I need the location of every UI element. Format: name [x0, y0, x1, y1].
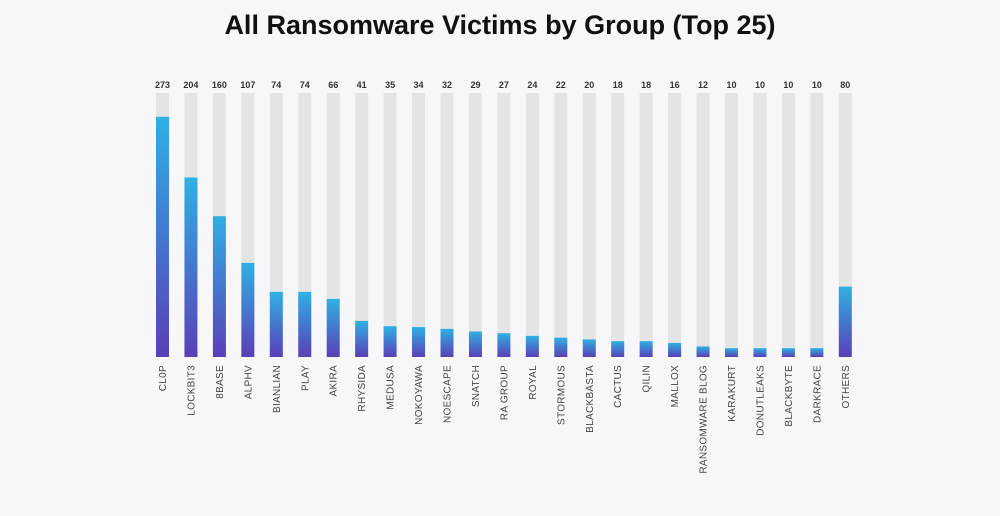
value-label-8base: 160: [212, 80, 227, 90]
value-label-cactus: 18: [613, 80, 623, 90]
bar-track-noescape: [440, 93, 454, 357]
chart-title: All Ransomware Victims by Group (Top 25): [224, 10, 776, 40]
value-label-others: 80: [840, 80, 850, 90]
value-label-karakurt: 10: [726, 80, 736, 90]
bar-track-rhysida: [355, 93, 369, 357]
bar-track-qilin: [639, 93, 653, 357]
bar-blackbasta: [582, 339, 596, 357]
bar-track-stormous: [554, 93, 568, 357]
value-label-darkrace: 10: [812, 80, 822, 90]
value-label-ransomware-blog: 12: [698, 80, 708, 90]
category-label-cactus: CACTUS: [613, 365, 624, 408]
category-label-alphv: ALPHV: [243, 365, 254, 399]
bar-track-mallox: [668, 93, 682, 357]
bar-alphv: [241, 262, 255, 357]
bar-bianlian: [269, 291, 283, 357]
value-label-snatch: 29: [470, 80, 480, 90]
bar-akira: [326, 298, 340, 357]
category-label-blackbasta: BLACKBASTA: [585, 365, 596, 433]
bar-track-nokoyawa: [412, 93, 426, 357]
bar-royal: [525, 335, 539, 357]
bar-track-cactus: [611, 93, 625, 357]
value-label-rhysida: 41: [357, 80, 367, 90]
bar-cl0p: [156, 116, 169, 357]
category-label-rhysida: RHYSIDA: [357, 365, 368, 412]
category-label-donutleaks: DONUTLEAKS: [755, 365, 766, 436]
bar-track-bianlian: [269, 93, 283, 357]
bar-play: [298, 291, 312, 357]
bar-mallox: [668, 342, 682, 357]
bar-ra-group: [497, 333, 511, 357]
category-label-darkrace: DARKRACE: [812, 365, 823, 423]
bar-ransomware-blog: [696, 346, 710, 357]
category-label-noescape: NOESCAPE: [443, 365, 454, 423]
value-label-blackbyte: 10: [783, 80, 793, 90]
value-label-qilin: 18: [641, 80, 651, 90]
bar-track-royal: [525, 93, 539, 357]
category-label-medusa: MEDUSA: [386, 365, 397, 410]
bar-karakurt: [725, 348, 738, 357]
bar-track-blackbasta: [582, 93, 596, 357]
value-label-play: 74: [300, 80, 310, 90]
category-label-8base: 8BASE: [215, 365, 226, 399]
bar-cactus: [611, 341, 625, 357]
value-label-alphv: 107: [240, 80, 255, 90]
value-label-lockbit3: 204: [183, 80, 198, 90]
bar-track-blackbyte: [781, 93, 795, 357]
bar-track-snatch: [468, 93, 482, 357]
category-label-blackbyte: BLACKBYTE: [784, 365, 795, 427]
value-label-noescape: 32: [442, 80, 452, 90]
value-label-nokoyawa: 34: [414, 80, 424, 90]
category-label-others: OTHERS: [841, 365, 852, 408]
value-label-stormous: 22: [556, 80, 566, 90]
bar-track-donutleaks: [753, 93, 767, 357]
category-label-stormous: STORMOUS: [556, 365, 567, 425]
category-label-nokoyawa: NOKOYAWA: [414, 365, 425, 425]
value-label-medusa: 35: [385, 80, 395, 90]
bar-lockbit3: [184, 177, 198, 357]
bar-track-ra-group: [497, 93, 511, 357]
bar-track-darkrace: [810, 93, 824, 357]
value-label-royal: 24: [527, 80, 537, 90]
value-label-blackbasta: 20: [584, 80, 594, 90]
category-label-snatch: SNATCH: [471, 365, 482, 407]
value-label-ra-group: 27: [499, 80, 509, 90]
bar-others: [838, 286, 852, 357]
bar-noescape: [440, 328, 454, 357]
category-label-mallox: MALLOX: [670, 365, 681, 407]
bar-track-ransomware-blog: [696, 93, 710, 357]
category-label-cl0p: CL0P: [158, 365, 169, 391]
bar-8base: [212, 216, 226, 357]
bar-track-karakurt: [725, 93, 738, 357]
category-label-bianlian: BIANLIAN: [272, 365, 283, 413]
bar-track-play: [298, 93, 312, 357]
category-label-karakurt: KARAKURT: [727, 365, 738, 422]
bar-snatch: [468, 331, 482, 357]
value-label-mallox: 16: [670, 80, 680, 90]
bar-medusa: [383, 326, 397, 357]
bar-track-medusa: [383, 93, 397, 357]
value-label-akira: 66: [328, 80, 338, 90]
value-label-bianlian: 74: [271, 80, 281, 90]
category-label-akira: AKIRA: [329, 365, 340, 397]
bar-stormous: [554, 337, 568, 357]
bar-qilin: [639, 341, 653, 357]
bar-darkrace: [810, 348, 824, 357]
category-label-qilin: QILIN: [642, 365, 653, 393]
value-label-donutleaks: 10: [755, 80, 765, 90]
bar-donutleaks: [753, 348, 767, 357]
bar-rhysida: [355, 320, 369, 357]
category-label-royal: ROYAL: [528, 365, 539, 400]
bar-track-akira: [326, 93, 340, 357]
bar-nokoyawa: [412, 327, 426, 357]
category-label-lockbit3: LOCKBIT3: [186, 365, 197, 416]
value-label-cl0p: 273: [155, 80, 170, 90]
category-label-play: PLAY: [300, 365, 311, 391]
category-label-ra-group: RA GROUP: [499, 365, 510, 420]
bar-blackbyte: [781, 348, 795, 357]
category-label-ransomware-blog: RANSOMWARE BLOG: [699, 365, 710, 474]
